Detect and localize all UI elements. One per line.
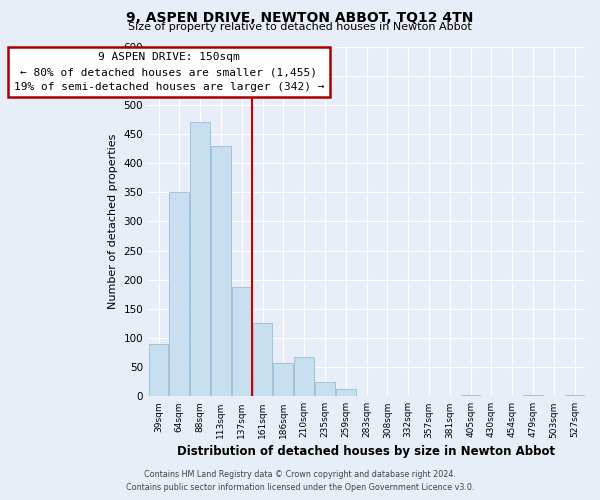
Text: Contains HM Land Registry data © Crown copyright and database right 2024.
Contai: Contains HM Land Registry data © Crown c… xyxy=(126,470,474,492)
Text: Size of property relative to detached houses in Newton Abbot: Size of property relative to detached ho… xyxy=(128,22,472,32)
Bar xyxy=(211,146,231,396)
Bar xyxy=(294,358,314,397)
Bar xyxy=(336,390,356,396)
Text: 9 ASPEN DRIVE: 150sqm
← 80% of detached houses are smaller (1,455)
19% of semi-d: 9 ASPEN DRIVE: 150sqm ← 80% of detached … xyxy=(14,52,324,92)
Y-axis label: Number of detached properties: Number of detached properties xyxy=(108,134,118,309)
Bar xyxy=(253,324,272,396)
Text: 9, ASPEN DRIVE, NEWTON ABBOT, TQ12 4TN: 9, ASPEN DRIVE, NEWTON ABBOT, TQ12 4TN xyxy=(127,11,473,25)
Bar xyxy=(149,344,169,397)
Bar xyxy=(565,395,584,396)
X-axis label: Distribution of detached houses by size in Newton Abbot: Distribution of detached houses by size … xyxy=(178,444,556,458)
Bar xyxy=(274,363,293,396)
Bar xyxy=(190,122,210,396)
Bar xyxy=(523,395,543,396)
Bar xyxy=(169,192,189,396)
Bar xyxy=(461,395,481,396)
Bar xyxy=(315,382,335,396)
Bar xyxy=(232,286,251,397)
